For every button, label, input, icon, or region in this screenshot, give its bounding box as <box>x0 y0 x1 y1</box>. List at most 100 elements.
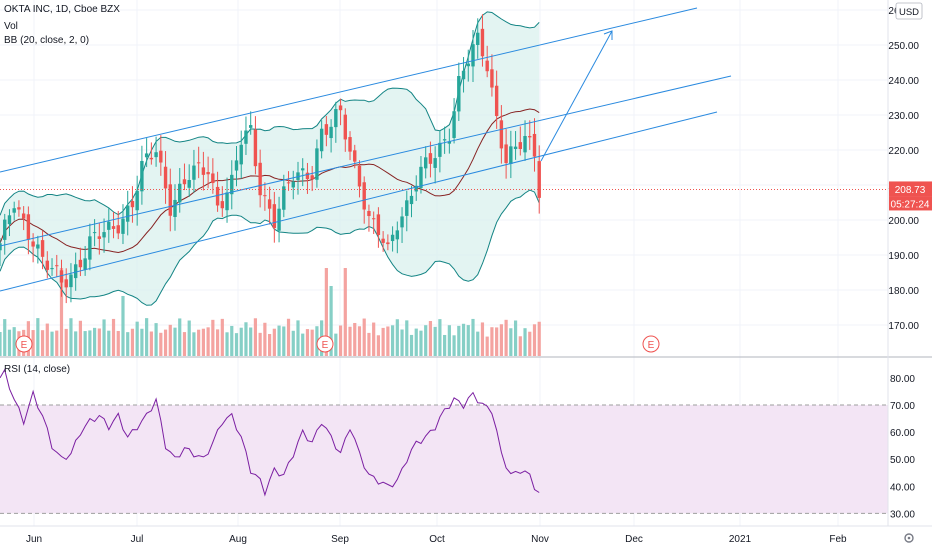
earnings-marker-label[interactable]: E <box>21 340 28 351</box>
volume-bar <box>490 327 494 356</box>
volume-bar <box>428 321 433 356</box>
volume-bar <box>400 329 404 356</box>
volume-bar <box>107 330 111 356</box>
volume-bar <box>3 319 7 356</box>
candle-body <box>258 162 262 196</box>
volume-bar <box>36 318 40 356</box>
candle-body <box>182 179 187 185</box>
volume-bar <box>301 333 305 356</box>
projection-arrow-line[interactable] <box>540 30 613 162</box>
candle-body <box>528 136 532 138</box>
settings-gear-ring[interactable] <box>904 533 914 543</box>
candle-body <box>301 168 305 171</box>
time-tick-label: Jun <box>26 534 42 545</box>
candle-body <box>168 184 172 216</box>
candle-body <box>324 124 329 135</box>
candle-body <box>537 161 541 198</box>
trend-channel[interactable] <box>0 7 888 292</box>
earnings-marker-circle[interactable] <box>316 335 334 353</box>
volume-bar <box>424 325 428 356</box>
candle-body <box>334 109 338 128</box>
currency-label[interactable]: USD <box>899 7 919 18</box>
settings-gear-hub[interactable] <box>907 536 911 540</box>
bollinger-band-fill <box>0 11 540 306</box>
channel-lower-line[interactable] <box>0 111 718 292</box>
channel-upper-line[interactable] <box>0 7 698 173</box>
rsi-tick-label: 60.00 <box>890 428 915 439</box>
candle-body <box>424 157 428 169</box>
symbol-title[interactable]: OKTA INC, 1D, Cboe BZX <box>4 4 120 15</box>
candle-body <box>272 204 277 229</box>
volume-bar <box>353 322 357 356</box>
volume-bar <box>78 320 83 356</box>
price-tick-label: 190.00 <box>888 251 919 262</box>
currency-box[interactable] <box>895 2 923 20</box>
candle-body <box>21 213 26 219</box>
last-price-badge <box>889 181 932 197</box>
candle-body <box>0 243 2 251</box>
channel-middle-line[interactable] <box>0 75 732 247</box>
volume-bar <box>532 324 537 356</box>
last-price-label: 208.73 <box>895 185 926 196</box>
volume-legend[interactable]: Vol <box>4 21 18 32</box>
rsi-pane <box>0 368 888 514</box>
candle-body <box>362 182 366 210</box>
volume-bar <box>324 268 328 356</box>
candle-body <box>381 238 385 243</box>
volume-bar <box>443 334 447 356</box>
candle-body <box>428 153 433 164</box>
settings-gear-icon[interactable] <box>904 533 914 543</box>
candle-body <box>343 114 347 140</box>
candle-body <box>187 180 191 188</box>
volume-bar <box>69 318 73 356</box>
earnings-marker-circle[interactable] <box>642 335 660 353</box>
earnings-marker[interactable]: E <box>316 335 334 353</box>
candle-body <box>196 162 201 164</box>
earnings-marker-circle[interactable] <box>15 335 33 353</box>
volume-bar <box>513 320 518 356</box>
rsi-tick-label: 30.00 <box>890 509 915 520</box>
candle-body <box>192 165 196 180</box>
volume-bar <box>395 319 399 356</box>
price-tick-label: 170.00 <box>888 321 919 332</box>
candle-body <box>45 260 49 270</box>
volume-bars <box>0 268 541 356</box>
volume-bar <box>168 324 172 356</box>
volume-bar <box>263 322 267 356</box>
volume-bar <box>438 319 442 356</box>
volume-bar <box>334 333 338 356</box>
earnings-marker-label[interactable]: E <box>322 340 329 351</box>
volume-bar <box>197 329 201 356</box>
earnings-marker[interactable]: E <box>15 335 33 353</box>
volume-bar <box>315 326 319 356</box>
candle-body <box>438 142 442 157</box>
candle-body <box>523 136 527 153</box>
projection-arrow-head[interactable] <box>603 30 613 40</box>
candle-body <box>338 105 343 111</box>
candle-body <box>476 32 480 45</box>
volume-bar <box>215 329 220 356</box>
candle-body <box>126 205 130 222</box>
volume-bar <box>31 330 35 356</box>
rsi-legend[interactable]: RSI (14, close) <box>4 364 71 375</box>
candle-body <box>395 230 400 240</box>
volume-bar <box>343 268 347 356</box>
candle-body <box>518 142 522 149</box>
volume-bar <box>220 318 224 356</box>
bollinger-legend[interactable]: BB (20, close, 2, 0) <box>4 35 90 46</box>
volume-bar <box>225 332 229 356</box>
volume-bar <box>45 323 49 356</box>
earnings-marker-label[interactable]: E <box>648 340 655 351</box>
earnings-marker[interactable]: E <box>642 335 660 353</box>
candle-body <box>263 195 267 197</box>
candle-body <box>149 157 154 160</box>
candle-body <box>159 150 163 163</box>
candle-body <box>419 166 423 188</box>
volume-bar <box>376 335 380 356</box>
candle-body <box>282 186 286 210</box>
volume-bar <box>135 321 139 356</box>
